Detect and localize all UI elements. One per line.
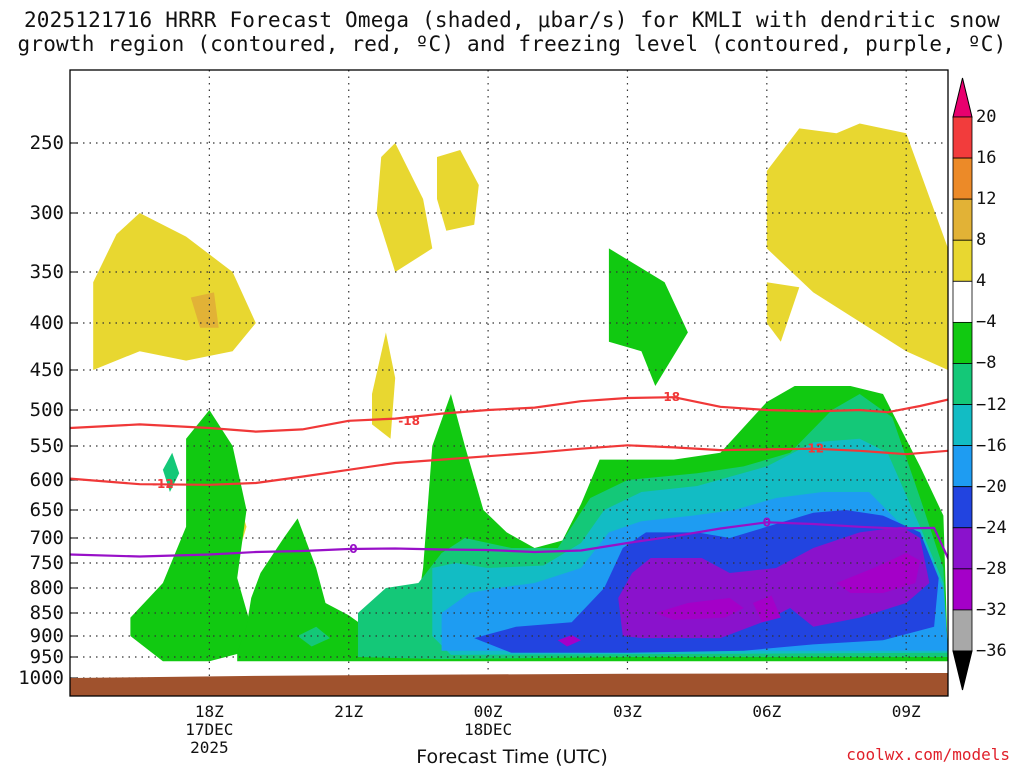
colorbar-box-8 (952, 445, 973, 488)
plot-frame (69, 69, 949, 697)
ytick-label-450: 450 (29, 359, 64, 381)
credit-link[interactable]: coolwx.com/models (846, 745, 1010, 764)
colorbar-label-5: −4 (976, 312, 997, 333)
colorbar-box-7 (952, 404, 973, 447)
xtick-label-9-0: 00Z (473, 702, 503, 721)
ytick-label-400: 400 (29, 312, 64, 334)
colorbar-label-8: −16 (976, 435, 1007, 456)
colorbar-label-6: −8 (976, 353, 997, 374)
colorbar-label-7: −12 (976, 394, 1007, 415)
colorbar-box-12 (952, 609, 973, 652)
colorbar-label-2: 12 (976, 189, 997, 210)
omega-region-17 (752, 595, 781, 623)
colorbar-label-10: −24 (976, 517, 1007, 538)
omega-region-3 (437, 150, 479, 231)
colorbar-bottom-arrow (952, 650, 973, 691)
xtick-label-9-1: 18DEC (464, 720, 513, 739)
omega-region-2 (376, 143, 433, 272)
colorbar-label-12: −32 (976, 599, 1007, 620)
ytick-label-500: 500 (29, 399, 64, 421)
ytick-label-600: 600 (29, 469, 64, 491)
colorbar-label-13: −36 (976, 641, 1007, 661)
omega-region-16 (655, 598, 744, 620)
grid-lines (70, 70, 948, 696)
colorbar-label-9: −20 (976, 476, 1007, 497)
omega-region-21 (162, 452, 180, 492)
colorbar-box-10 (952, 527, 973, 570)
colorbar (952, 77, 973, 691)
ytick-label-900: 900 (29, 625, 64, 647)
ytick-label-550: 550 (29, 435, 64, 457)
colorbar-box-1 (952, 157, 973, 200)
contour-label-3: -12 (802, 442, 824, 456)
omega-region-18 (836, 553, 921, 593)
contour-label-2: -12 (152, 477, 174, 491)
omega-region-20 (297, 626, 331, 647)
omega-region-0 (93, 213, 256, 370)
xtick-label-12-0: 03Z (613, 702, 642, 721)
ytick-label-250: 250 (29, 132, 64, 154)
xtick-label-3-2: 2025 (190, 738, 229, 757)
omega-region-8 (608, 248, 688, 386)
colorbar-box-3 (952, 239, 973, 282)
colorbar-box-5 (952, 321, 973, 364)
contour-label-0: -18 (398, 414, 420, 428)
ground (70, 673, 948, 696)
contour-freezing-2 (70, 521, 948, 561)
colorbar-box-11 (952, 568, 973, 611)
colorbar-box-0 (952, 116, 973, 159)
omega-region-19 (557, 635, 581, 647)
contour-label-1: -18 (658, 390, 680, 404)
colorbar-box-4 (952, 280, 973, 323)
contour-label-5: 0 (763, 515, 771, 529)
ytick-label-850: 850 (29, 602, 64, 624)
xtick-label-18-0: 09Z (891, 702, 921, 721)
omega-region-9 (130, 410, 252, 662)
plot-border (69, 69, 949, 697)
colorbar-label-0: 20 (976, 107, 997, 127)
contour-label-4: 0 (349, 542, 357, 556)
omega-region-7 (766, 123, 948, 370)
ytick-label-800: 800 (29, 577, 64, 599)
ground-fill (70, 673, 948, 696)
colorbar-label-4: 4 (976, 271, 987, 292)
colorbar-box-2 (952, 198, 973, 241)
xtick-label-3-1: 17DEC (185, 720, 234, 739)
chart-title-line-2: growth region (contoured, red, ºC) and f… (17, 32, 1007, 56)
contour-dendritic-1 (70, 444, 948, 486)
omega-shading (93, 123, 948, 662)
xtick-label-6-0: 21Z (334, 702, 364, 721)
contour-dendritic-0 (70, 396, 948, 433)
x-axis-label: Forecast Time (UTC) (416, 746, 608, 768)
ytick-label-300: 300 (29, 202, 64, 224)
colorbar-label-3: 8 (976, 230, 987, 251)
omega-region-6 (766, 282, 800, 342)
ytick-label-650: 650 (29, 499, 64, 521)
colorbar-top-arrow (952, 77, 973, 118)
colorbar-box-6 (952, 363, 973, 405)
chart-title-line-1: 2025121716 HRRR Forecast Omega (shaded, … (23, 8, 1001, 32)
colorbar-label-11: −28 (976, 558, 1007, 579)
colorbar-label-1: 16 (976, 148, 997, 169)
ytick-label-750: 750 (29, 552, 64, 574)
ytick-label-950: 950 (29, 646, 64, 668)
colorbar-box-9 (952, 486, 973, 529)
ytick-label-1000: 1000 (18, 667, 64, 689)
ytick-label-700: 700 (29, 527, 64, 549)
ytick-label-350: 350 (29, 261, 64, 283)
temperature-contours: -18 -18 -12 -12 0 0 (70, 390, 948, 561)
omega-region-4 (372, 332, 396, 439)
omega-region-1 (190, 292, 219, 328)
xtick-label-15-0: 06Z (752, 702, 782, 721)
xtick-label-3-0: 18Z (194, 702, 224, 721)
